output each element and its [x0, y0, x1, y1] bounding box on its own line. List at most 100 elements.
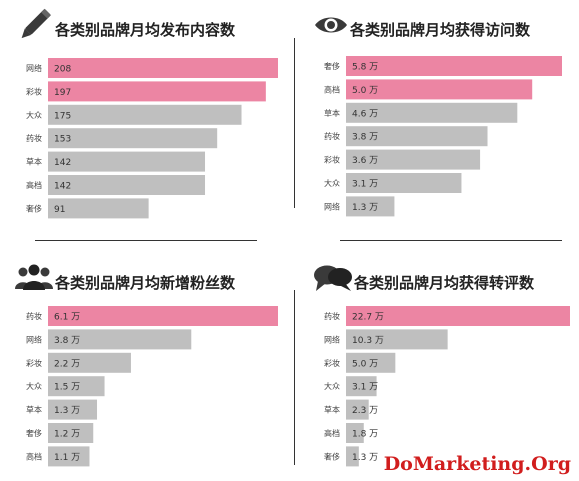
value-label: 142 [54, 158, 71, 168]
category-label: 药妆 [324, 311, 340, 321]
category-label: 药妆 [26, 133, 42, 143]
bar [48, 306, 278, 326]
category-label: 网络 [324, 201, 340, 211]
watermark-logo: DoMarketing.Org [383, 453, 571, 475]
category-label: 奢侈 [26, 428, 42, 438]
divider-vertical-top [294, 38, 295, 208]
bar [346, 376, 377, 397]
value-label: 2.2 万 [54, 359, 80, 369]
value-label: 22.7 万 [352, 313, 384, 323]
pencil-icon [21, 8, 51, 39]
value-label: 91 [54, 205, 65, 215]
category-label: 高档 [26, 451, 42, 461]
bar [48, 423, 94, 443]
bar [346, 173, 462, 193]
value-label: 3.8 万 [352, 133, 378, 143]
bar [346, 149, 481, 170]
category-label: 大众 [324, 178, 340, 188]
value-label: 5.0 万 [352, 359, 378, 369]
bar [346, 306, 570, 326]
value-label: 3.1 万 [352, 180, 378, 190]
value-label: 5.0 万 [352, 86, 378, 96]
chart-title: 各类别品牌月均发布内容数 [55, 21, 236, 39]
chart-title: 各类别品牌月均新增粉丝数 [55, 274, 236, 292]
category-label: 草本 [26, 157, 42, 167]
category-label: 彩妆 [324, 155, 340, 165]
category-label: 药妆 [324, 131, 340, 141]
value-label: 175 [54, 111, 71, 121]
bar [346, 446, 359, 467]
bar [48, 376, 105, 397]
value-label: 2.3 万 [352, 406, 378, 416]
bar [48, 399, 98, 420]
bar [346, 352, 396, 373]
chart-title: 各类别品牌月均获得访问数 [350, 21, 531, 39]
category-label: 网络 [26, 63, 42, 73]
value-label: 4.6 万 [352, 109, 378, 119]
speech-bubbles-icon [314, 265, 352, 291]
bar [48, 104, 242, 125]
value-label: 6.1 万 [54, 313, 80, 323]
value-label: 5.8 万 [352, 63, 378, 73]
category-label: 高档 [324, 84, 340, 94]
bar [48, 151, 206, 172]
value-label: 10.3 万 [352, 336, 384, 346]
chart-title: 各类别品牌月均获得转评数 [354, 274, 535, 292]
value-label: 1.5 万 [54, 383, 80, 393]
divider-top-left [35, 240, 257, 241]
value-label: 3.6 万 [352, 156, 378, 166]
bar [48, 58, 278, 78]
category-label: 网络 [26, 334, 42, 344]
bar [346, 102, 518, 123]
category-label: 高档 [324, 428, 340, 438]
category-label: 草本 [324, 108, 340, 118]
divider-vertical-bottom [294, 290, 295, 465]
category-label: 药妆 [26, 311, 42, 321]
eye-icon [315, 17, 347, 33]
bar-chart-visits: 奢侈 5.8 万高档 5.0 万草本 4.6 万药妆 3.8 万彩妆 3.6 万大众 3.1… [324, 56, 562, 217]
category-label: 彩妆 [26, 86, 42, 96]
value-label: 153 [54, 135, 71, 145]
bar-chart-reposts: 药妆 22.7 万网络 10.3 万彩妆 5.0 万大众 3.1 万草本 2.3 万高档 1… [324, 306, 570, 467]
category-label: 彩妆 [324, 358, 340, 368]
bar [48, 198, 149, 219]
value-label: 1.8 万 [352, 430, 378, 440]
value-label: 1.1 万 [54, 453, 80, 463]
category-label: 高档 [26, 180, 42, 190]
bar [346, 196, 395, 217]
bar [48, 128, 218, 149]
bar-chart-content-count: 网络 208 彩妆 197 大众 175 药妆 153 草本 142 高档 142 奢侈 91 [26, 58, 278, 219]
bar [48, 446, 90, 467]
bar [48, 329, 192, 350]
bar [346, 329, 448, 350]
bar [346, 399, 369, 420]
value-label: 3.1 万 [352, 383, 378, 393]
value-label: 3.8 万 [54, 336, 80, 346]
bar [346, 126, 488, 147]
people-icon [15, 264, 53, 290]
category-label: 大众 [324, 381, 340, 391]
value-label: 1.3 万 [352, 453, 378, 463]
category-label: 网络 [324, 334, 340, 344]
bar [346, 56, 562, 76]
category-label: 奢侈 [26, 203, 42, 213]
value-label: 1.3 万 [54, 406, 80, 416]
category-label: 奢侈 [324, 451, 340, 461]
bar [48, 175, 206, 195]
bar-chart-new-fans: 药妆 6.1 万网络 3.8 万彩妆 2.2 万大众 1.5 万草本 1.3 万奢侈 1.2… [26, 306, 278, 467]
bar [48, 81, 266, 102]
bar [346, 79, 533, 100]
category-label: 奢侈 [324, 61, 340, 71]
value-label: 197 [54, 88, 71, 98]
category-label: 草本 [26, 405, 42, 415]
category-label: 彩妆 [26, 358, 42, 368]
bar [346, 423, 364, 443]
category-label: 大众 [26, 110, 42, 120]
bar [48, 352, 131, 373]
value-label: 208 [54, 65, 71, 75]
value-label: 142 [54, 182, 71, 192]
divider-top-right [340, 240, 562, 241]
category-label: 草本 [324, 405, 340, 415]
value-label: 1.2 万 [54, 430, 80, 440]
category-label: 大众 [26, 381, 42, 391]
